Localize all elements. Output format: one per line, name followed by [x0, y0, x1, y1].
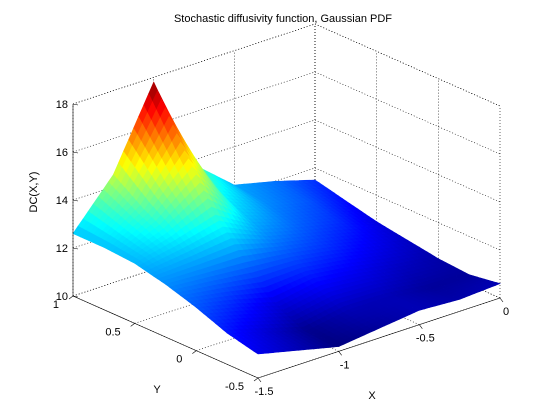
y-axis-line: [72, 295, 259, 379]
surface-patch: [253, 350, 264, 355]
z-tick: [72, 295, 79, 298]
y-tick-label: -0.5: [225, 381, 244, 393]
gridline-z: [314, 167, 501, 251]
y-tick: [253, 377, 259, 382]
z-tick: [72, 103, 79, 106]
x-tick-label: -1.5: [255, 386, 274, 398]
box-edge: [314, 23, 501, 107]
gridline-z: [314, 119, 501, 203]
surface-plot: [72, 81, 501, 355]
y-tick: [192, 350, 197, 354]
gridline-z: [314, 71, 501, 155]
x-tick: [419, 324, 423, 329]
x-tick: [338, 351, 342, 356]
z-tick-label: 10: [56, 291, 68, 303]
z-axis-label: DC(X,Y): [28, 172, 40, 213]
y-tick-label: 0: [176, 354, 182, 366]
z-tick: [72, 199, 79, 202]
y-tick-label: 1: [53, 299, 59, 311]
front-axes: [68, 103, 504, 383]
tick-labels: -1.5 -1 -0.5 0 -0.5 0 0.5 110 12 14 16 18: [53, 99, 509, 398]
y-tick: [130, 323, 135, 327]
x-axis-line: [257, 297, 501, 379]
chart-title: Stochastic diffusivity function, Gaussia…: [174, 13, 392, 25]
z-tick-label: 14: [56, 195, 68, 207]
z-tick-label: 16: [56, 147, 68, 159]
gridline-y: [72, 215, 316, 297]
x-tick-label: 0: [503, 306, 509, 318]
y-tick: [68, 295, 74, 300]
z-tick: [72, 247, 79, 250]
x-tick: [499, 297, 504, 303]
x-tick-label: -0.5: [416, 333, 435, 345]
x-tick-label: -1: [340, 359, 350, 371]
z-tick-label: 18: [56, 99, 68, 111]
x-axis-label: X: [368, 390, 376, 402]
gridline-z: [72, 71, 316, 153]
y-axis-label: Y: [153, 384, 161, 396]
gridline-y: [134, 243, 377, 324]
z-tick: [72, 151, 79, 154]
z-tick-label: 12: [56, 243, 68, 255]
box-edge: [72, 23, 316, 105]
y-tick-label: 0.5: [105, 326, 120, 338]
x-tick: [257, 377, 262, 383]
